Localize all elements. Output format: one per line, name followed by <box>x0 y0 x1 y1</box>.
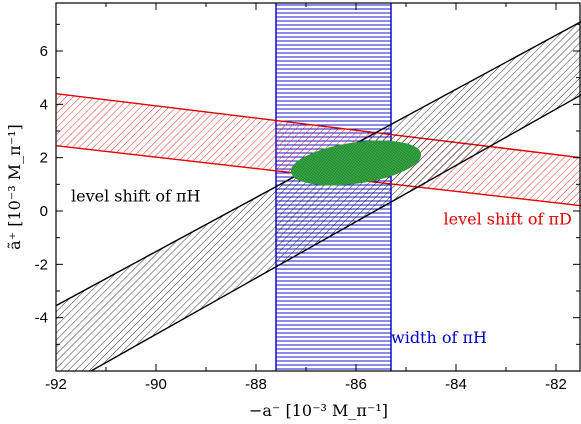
band-pi-d-level-shift-upper-edge <box>56 92 581 159</box>
y-axis-label: ã⁺ [10⁻³ M_π⁻¹] <box>5 124 24 250</box>
band-pi-d-level-shift <box>56 93 581 206</box>
annotation-level-shift-pi-h: level shift of πH <box>71 187 201 206</box>
y-tick-label: 6 <box>40 43 48 60</box>
x-tick-label: -82 <box>545 376 567 393</box>
x-tick-label: -88 <box>245 376 267 393</box>
x-axis-label: −a⁻ [10⁻³ M_π⁻¹] <box>249 401 388 420</box>
band-pi-h-level-shift <box>56 21 581 371</box>
x-tick-label: -92 <box>45 376 67 393</box>
y-tick-label: -4 <box>35 310 48 327</box>
allowed-region-ellipse <box>290 140 422 186</box>
y-tick-label: 0 <box>40 203 48 220</box>
x-tick-label: -90 <box>145 376 167 393</box>
annotation-width-pi-h: width of πH <box>391 328 487 347</box>
band-pi-h-level-shift-lower-edge <box>89 94 581 371</box>
y-tick-label: 2 <box>40 150 48 167</box>
plot-frame <box>55 2 581 372</box>
x-tick-label: -86 <box>345 376 367 393</box>
y-tick-label: -2 <box>35 256 48 273</box>
x-tick-label: -84 <box>445 376 467 393</box>
y-tick-label: 4 <box>40 96 48 113</box>
annotation-level-shift-pi-d: level shift of πD <box>444 209 572 228</box>
